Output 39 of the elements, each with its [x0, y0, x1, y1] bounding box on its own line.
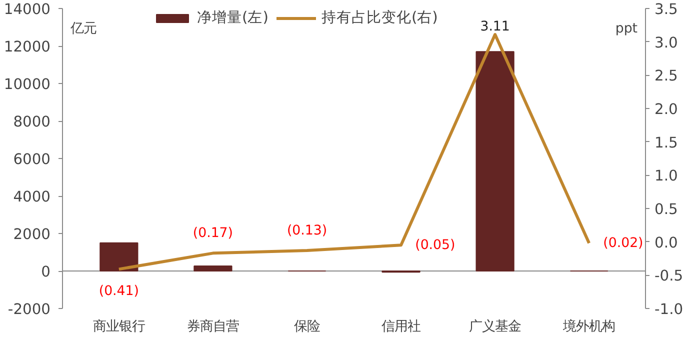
- y2-tick-label: 1.5: [654, 134, 678, 152]
- x-tick-label: 券商自营: [186, 320, 239, 334]
- y2-tick-label: 0.0: [654, 234, 678, 252]
- data-label: (0.17): [192, 226, 233, 242]
- data-label: (0.13): [286, 224, 328, 238]
- y2-tick-label: -0.5: [654, 268, 684, 285]
- bar: [100, 242, 138, 272]
- x-tick-label: 保险: [294, 320, 320, 334]
- bar: [194, 265, 232, 272]
- y-tick-label: 4000: [13, 188, 51, 206]
- y-tick-label: 12000: [4, 38, 50, 56]
- bar: [476, 51, 514, 272]
- x-tick-label: 信用社: [382, 320, 421, 334]
- y-axis-title: 亿元: [70, 22, 96, 36]
- y2-tick-label: 3.0: [654, 34, 678, 52]
- legend-label: 净增量(左): [197, 8, 268, 27]
- data-label: (0.41): [98, 284, 139, 300]
- y2-tick-label: -1.0: [654, 301, 684, 318]
- line-series: [117, 33, 591, 271]
- y-tick-label: 2000: [13, 226, 51, 243]
- y-tick-label: 0: [41, 264, 51, 280]
- x-tick-label: 广义基金: [469, 320, 522, 334]
- y2-tick-label: 1.0: [654, 168, 678, 185]
- data-label: 3.11: [480, 20, 510, 34]
- y-tick-label: 6000: [13, 151, 51, 168]
- y2-tick-label: 2.0: [654, 101, 678, 118]
- y-tick-label: 10000: [4, 76, 50, 93]
- legend-label: 持有占比变化(右): [321, 8, 438, 27]
- y2-tick-label: 2.5: [654, 68, 678, 85]
- x-tick-label: 商业银行: [92, 320, 145, 334]
- y2-axis-title: ppt: [615, 22, 638, 36]
- y2-tick-label: 0.5: [654, 201, 678, 218]
- y-tick-label: 8000: [13, 114, 51, 130]
- y-tick-label: 14000: [4, 1, 50, 18]
- y-tick-label: -2000: [8, 301, 51, 318]
- y2-tick-label: 3.5: [654, 1, 678, 18]
- data-label: (0.02): [603, 236, 644, 252]
- x-tick-label: 境外机构: [562, 318, 616, 334]
- data-label: (0.05): [415, 238, 456, 254]
